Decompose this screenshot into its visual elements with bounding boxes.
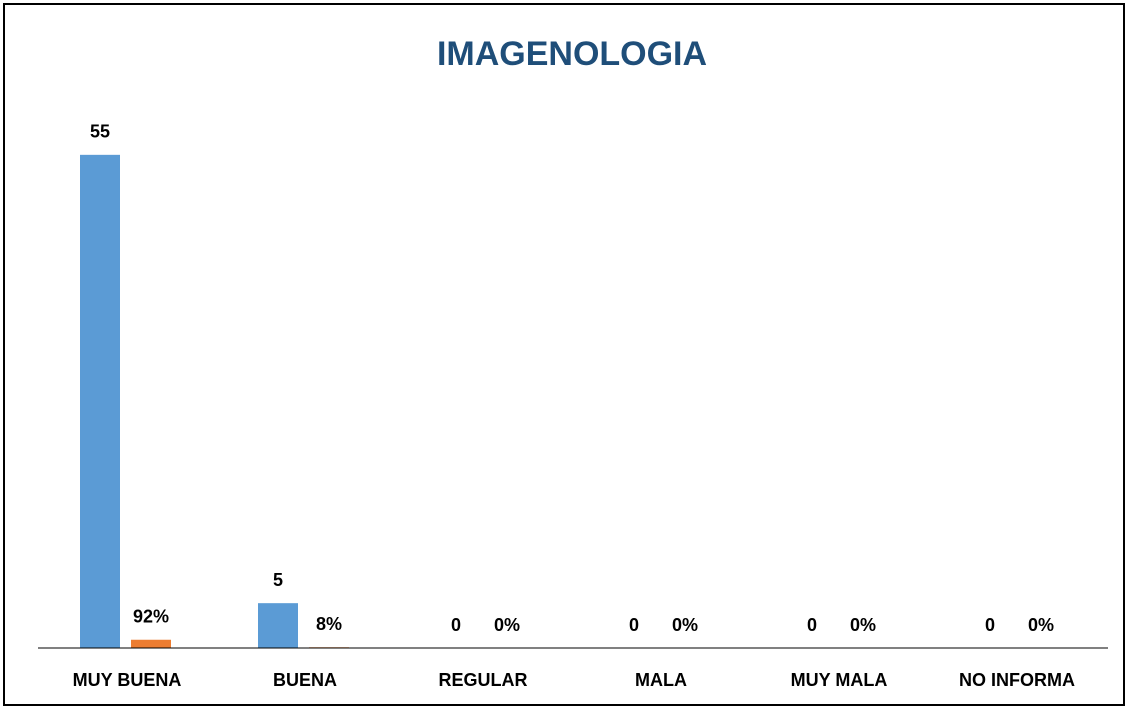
data-label: 0 <box>451 615 461 635</box>
data-label: 0 <box>807 615 817 635</box>
bar <box>258 603 298 648</box>
x-tick-label: MALA <box>635 670 687 690</box>
data-label: 8% <box>316 614 342 634</box>
data-label: 5 <box>273 570 283 590</box>
data-label: 0% <box>494 615 520 635</box>
data-label: 0 <box>985 615 995 635</box>
x-tick-label: REGULAR <box>439 670 528 690</box>
data-label: 92% <box>133 607 169 627</box>
chart-title: IMAGENOLOGIA <box>437 35 707 73</box>
data-label: 55 <box>90 122 110 142</box>
data-label: 0 <box>629 615 639 635</box>
data-label: 0% <box>672 615 698 635</box>
bar <box>80 154 120 649</box>
x-tick-label: BUENA <box>273 670 337 690</box>
chart-frame <box>3 3 1125 706</box>
data-label: 0% <box>850 615 876 635</box>
x-tick-label: MUY BUENA <box>73 670 182 690</box>
data-label: 0% <box>1028 615 1054 635</box>
bar <box>131 639 171 648</box>
x-tick-label: NO INFORMA <box>959 670 1075 690</box>
x-tick-label: MUY MALA <box>791 670 888 690</box>
